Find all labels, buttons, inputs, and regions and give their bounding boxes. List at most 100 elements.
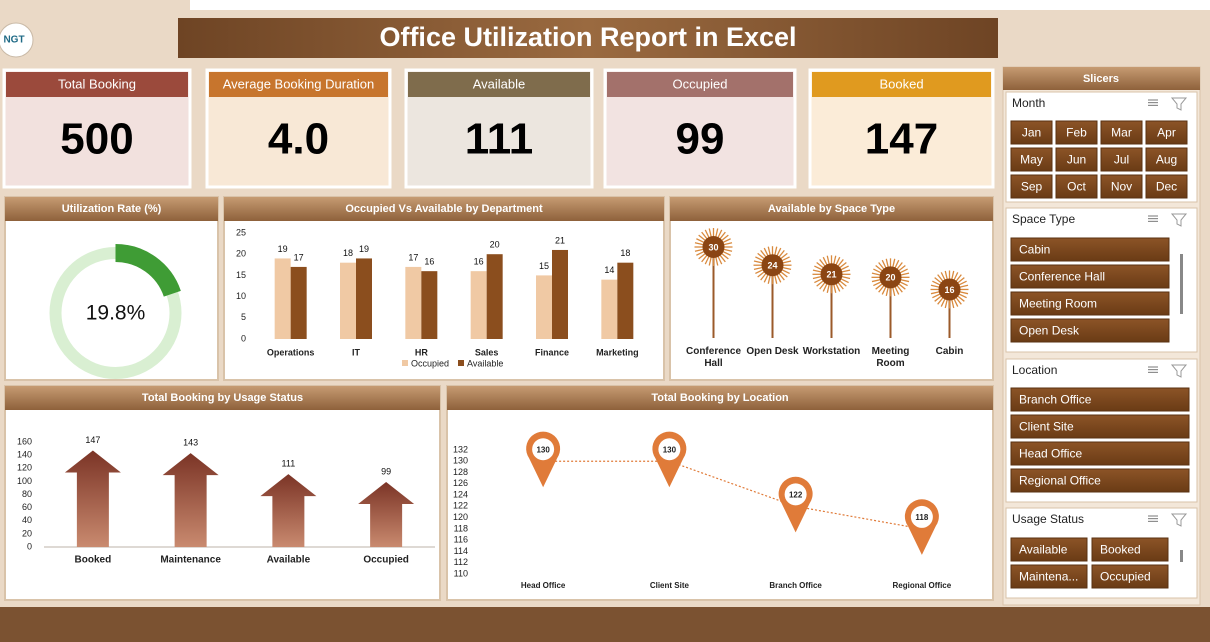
chart-title: Occupied Vs Available by Department [345, 203, 543, 215]
x-tick-label: Meeting Room [871, 346, 910, 369]
kpi-value: 111 [465, 115, 534, 164]
slicer-button[interactable] [1010, 318, 1170, 343]
y-tick-label: 60 [22, 502, 32, 512]
slicer-item[interactable]: Apr [1157, 126, 1176, 140]
slicer-button[interactable] [1145, 120, 1188, 145]
pin-center [532, 438, 555, 461]
y-tick-label: 20 [236, 249, 246, 259]
logo-text: NGT [3, 35, 24, 46]
legend-label: Occupied [411, 358, 449, 368]
slicer-button[interactable] [1010, 468, 1190, 493]
slicer-button[interactable] [1145, 174, 1188, 199]
slicer-button[interactable] [1010, 264, 1170, 289]
slicer-item[interactable]: Occupied [1100, 570, 1151, 584]
arrow-bar [64, 450, 121, 547]
slicer-item[interactable]: Oct [1067, 180, 1086, 194]
y-tick-label: 130 [453, 456, 468, 466]
lollipop-head [879, 266, 902, 289]
slicer-item[interactable]: Jul [1114, 153, 1129, 167]
slicer-item[interactable]: Booked [1100, 543, 1141, 557]
kpi-header [812, 72, 991, 97]
slicer-button[interactable] [1010, 237, 1170, 262]
slicer-item[interactable]: Meeting Room [1019, 297, 1097, 311]
slicer-button[interactable] [1055, 147, 1098, 172]
data-label: 16 [944, 285, 954, 295]
slicer-item[interactable]: Branch Office [1019, 393, 1092, 407]
slicer-item[interactable]: Cabin [1019, 243, 1050, 257]
slicer-button[interactable] [1010, 387, 1190, 412]
slicer-item[interactable]: Jan [1022, 126, 1041, 140]
slicer-item[interactable]: Client Site [1019, 420, 1074, 434]
y-tick-label: 120 [17, 463, 32, 473]
slicer-item[interactable]: Conference Hall [1019, 270, 1105, 284]
slicer-button[interactable] [1055, 120, 1098, 145]
kpi-label: Booked [879, 76, 923, 91]
slicer-button[interactable] [1100, 147, 1143, 172]
arrow-bar [162, 453, 219, 547]
data-label: 17 [408, 252, 418, 262]
chart-title: Utilization Rate (%) [62, 203, 162, 215]
slicer-button[interactable] [1145, 147, 1188, 172]
slicer-button[interactable] [1010, 441, 1190, 466]
chart-header [224, 197, 664, 221]
slicer-button[interactable] [1010, 564, 1088, 589]
clear-filter-icon[interactable] [1170, 97, 1188, 111]
slicer-button[interactable] [1091, 537, 1169, 562]
slicer-item[interactable]: May [1020, 153, 1043, 167]
clear-filter-icon[interactable] [1170, 213, 1188, 227]
slicer-title: Location [1012, 363, 1057, 377]
slicer-item[interactable]: Head Office [1019, 447, 1082, 461]
slicer-button[interactable] [1010, 120, 1053, 145]
data-label: 20 [490, 240, 500, 250]
slicer-title: Usage Status [1012, 512, 1084, 526]
arrow-bar [260, 474, 317, 547]
y-tick-label: 25 [236, 227, 246, 237]
data-label: 118 [915, 513, 928, 522]
slicer-button[interactable] [1010, 537, 1088, 562]
slicer-item[interactable]: Available [1019, 543, 1068, 557]
x-tick-label: Workstation [802, 346, 861, 357]
data-label: 19 [359, 244, 369, 254]
slicer-button[interactable] [1010, 174, 1053, 199]
slicer-item[interactable]: Nov [1111, 180, 1132, 194]
x-tick-label: Booked [75, 555, 112, 566]
clear-filter-icon[interactable] [1170, 513, 1188, 527]
dashboard-title: Office Utilization Report in Excel [379, 22, 796, 52]
slicer-item[interactable]: Sep [1021, 180, 1043, 194]
x-tick-label: Sales [475, 347, 499, 357]
data-label: 143 [183, 438, 198, 448]
slicer-item[interactable]: Feb [1066, 126, 1087, 140]
data-label: 111 [282, 459, 296, 469]
data-label: 18 [343, 248, 353, 258]
slicer-item[interactable]: Dec [1156, 180, 1177, 194]
x-tick-label: Operations [267, 347, 315, 357]
slicer-item[interactable]: Aug [1156, 153, 1177, 167]
chart-title: Total Booking by Location [651, 392, 789, 404]
clear-filter-icon[interactable] [1170, 364, 1188, 378]
x-tick-label: Regional Office [893, 581, 952, 590]
data-label: 21 [826, 270, 836, 280]
slicer-item[interactable]: Mar [1111, 126, 1132, 140]
slicer-button[interactable] [1010, 147, 1053, 172]
kpi-value: 147 [865, 115, 938, 164]
slicer-panel-title: Slicers [1083, 73, 1119, 85]
chart-header [5, 386, 440, 410]
data-label: 19 [278, 244, 288, 254]
pin-center [658, 438, 681, 461]
slicer-item[interactable]: Jun [1067, 153, 1086, 167]
slicer-button[interactable] [1010, 414, 1190, 439]
kpi-header [408, 72, 590, 97]
slicer-button[interactable] [1055, 174, 1098, 199]
bar [536, 275, 552, 339]
x-tick-label: Branch Office [769, 581, 822, 590]
slicer-item[interactable]: Regional Office [1019, 474, 1101, 488]
slicer-item[interactable]: Maintena... [1019, 570, 1078, 584]
doughnut-arc [115, 244, 181, 298]
slicer-button[interactable] [1100, 120, 1143, 145]
slicer-button[interactable] [1100, 174, 1143, 199]
y-tick-label: 5 [241, 312, 246, 322]
slicer-button[interactable] [1091, 564, 1169, 589]
data-label: 20 [885, 273, 895, 283]
slicer-button[interactable] [1010, 291, 1170, 316]
slicer-item[interactable]: Open Desk [1019, 324, 1080, 338]
